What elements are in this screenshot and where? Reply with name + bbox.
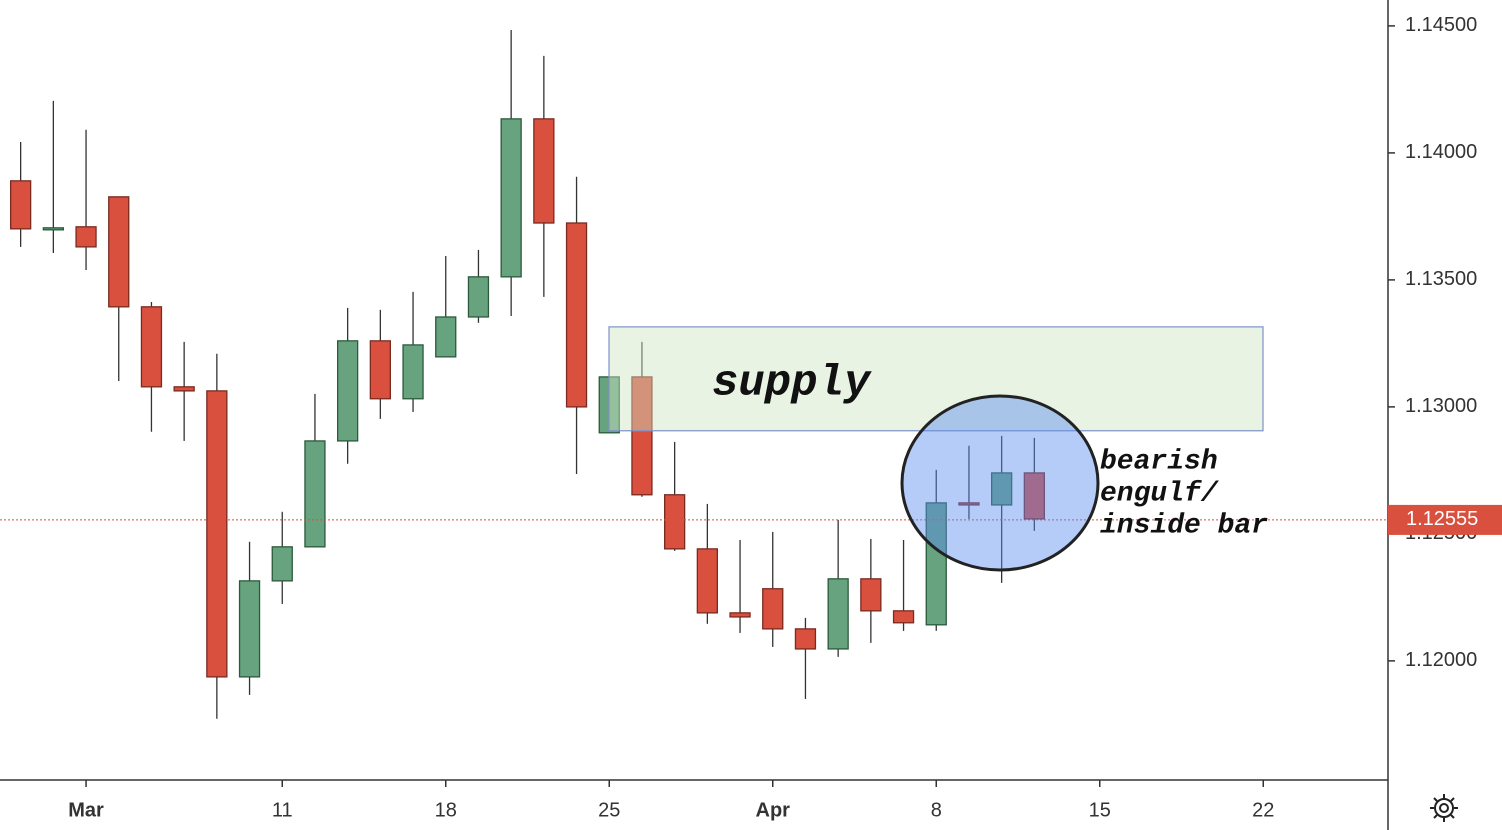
gear-hub [1439,803,1449,813]
last-price-box [1388,504,1502,535]
candle-body [860,578,882,612]
candle-body [369,340,392,400]
candle-body [664,494,686,550]
annotation-line: bearish [1100,446,1218,477]
candle-body [206,390,228,678]
annotation-line: engulf/ [1100,478,1220,509]
y-tick-label: 1.13500 [1405,268,1477,290]
settings-icon[interactable] [1430,794,1458,822]
supply-label: supply [712,359,872,409]
candle-body [467,276,490,318]
candle-body [762,588,784,630]
x-tick-label: 11 [272,799,293,821]
candle-body [631,376,653,496]
y-tick-label: 1.12000 [1405,649,1477,671]
x-tick-label: Mar [68,799,104,821]
candle-body [75,226,97,248]
x-tick-label: 22 [1252,799,1274,821]
annotation-line: inside bar [1100,510,1268,541]
gear-ring [1434,798,1454,818]
x-tick-label: 8 [931,799,942,821]
candle-body [304,440,326,548]
candle-body [336,340,359,442]
candle-body [108,196,130,308]
y-tick-label: 1.13000 [1405,395,1477,417]
supply-zone [608,326,1264,432]
candle-body [173,386,195,392]
candle-body [958,502,980,506]
candle-body [271,546,293,582]
candle-body [696,548,718,614]
candle-body [925,502,947,626]
candle-body [729,612,751,618]
candle-body [42,227,64,231]
candle-body [794,628,817,650]
gear-teeth [1430,794,1458,822]
candle-body [402,344,424,400]
candle-body [991,472,1013,506]
candle-body [533,118,555,224]
last-price-label: 1.12555 [1406,508,1478,530]
candles-layer [9,29,1045,719]
y-tick-label: 1.14000 [1405,141,1477,163]
x-tick-label: 18 [435,799,457,821]
x-tick-label: 25 [598,799,620,821]
candle-body [565,222,588,408]
candle-body [827,578,849,650]
candle-body [9,180,32,230]
x-tick-label: Apr [756,799,791,821]
candle-body [1023,472,1045,520]
candle-body [140,306,163,388]
candle-body [500,118,522,278]
candle-body [892,610,915,624]
highlight-circle [900,394,1100,572]
candle-body [238,580,261,678]
y-tick-label: 1.14500 [1405,14,1477,36]
x-tick-label: 15 [1089,799,1111,821]
candle-body [435,316,457,358]
